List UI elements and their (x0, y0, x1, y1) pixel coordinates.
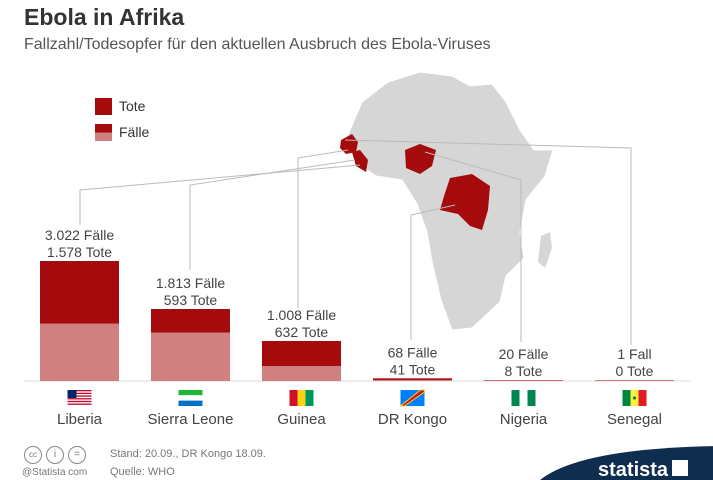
connector-senegal (344, 139, 632, 345)
flag-stripe (519, 390, 528, 406)
statista-logo-band: statista (540, 446, 713, 480)
data-label-cases: 20 Fälle (499, 346, 549, 362)
connector-nigeria (424, 151, 522, 342)
legend-label-cases: Fälle (119, 124, 150, 140)
flag-stripe (622, 390, 631, 406)
bar-cases-0 (40, 323, 119, 381)
bar-deaths-2 (262, 340, 341, 367)
category-label: Nigeria (500, 411, 548, 428)
flag-stripe (67, 400, 92, 403)
africa-map (340, 71, 554, 331)
category-label: Senegal (607, 411, 662, 428)
data-label-deaths: 632 Tote (275, 324, 329, 340)
data-label-cases: 1 Fall (617, 346, 651, 362)
data-label-cases: 3.022 Fälle (45, 227, 114, 243)
category-label: DR Kongo (378, 411, 447, 428)
bar-deaths-1 (151, 309, 230, 333)
cc-icon: cc (24, 446, 42, 464)
flag-star (632, 396, 637, 400)
connector-dr-kongo (410, 204, 456, 340)
flag-stripe (178, 390, 203, 396)
statista-logo-mark (672, 460, 688, 476)
flag-stripe (178, 400, 203, 406)
data-label-cases: 68 Fälle (388, 344, 438, 360)
connector-guinea (297, 149, 349, 308)
flag-diagonal (399, 389, 425, 407)
no-derivatives-icon: = (68, 446, 86, 464)
connector-liberia (79, 164, 361, 225)
bar-cases-5 (595, 380, 674, 381)
map-senegal-guinea (340, 134, 358, 154)
flag-stripe (527, 390, 536, 406)
flag-stripe (67, 398, 92, 400)
legend-swatch-cases (95, 124, 112, 141)
flag-stripe (67, 395, 92, 397)
page-title: Ebola in Afrika (24, 4, 185, 30)
stand-note: Stand: 20.09., DR Kongo 18.09. (110, 448, 266, 460)
data-label-deaths: 0 Tote (616, 363, 654, 379)
flag-canton (67, 390, 77, 398)
data-label-deaths: 593 Tote (164, 292, 218, 308)
flag-stripe (511, 390, 520, 406)
flag-stripe (638, 390, 647, 406)
bar-cases-2 (262, 366, 341, 381)
bar-deaths-0 (40, 261, 119, 324)
data-label-deaths: 1.578 Tote (47, 244, 112, 260)
statista-credit: @Statista com (22, 467, 88, 478)
flag-stripe (67, 392, 92, 395)
legend-label-deaths: Tote (119, 98, 146, 114)
data-label-deaths: 8 Tote (505, 363, 543, 379)
madagascar (538, 232, 552, 268)
logo-swoosh (540, 446, 713, 480)
bar-cases-4 (484, 380, 563, 381)
connector-lines (79, 139, 632, 345)
flag-stripe (305, 390, 314, 406)
statista-logo: statista (598, 459, 669, 480)
map-sierra-leone-liberia (352, 150, 368, 172)
category-label: Liberia (57, 411, 103, 428)
data-label-cases: 1.813 Fälle (156, 275, 225, 291)
cc-license-icons: cc i = (24, 446, 86, 464)
flag-stripe (178, 395, 203, 401)
flag-stripe (67, 403, 92, 405)
connector-sierra-leone (189, 159, 356, 270)
category-label: Sierra Leone (148, 411, 234, 428)
data-label-deaths: 41 Tote (390, 361, 436, 377)
category-label: Guinea (277, 411, 326, 428)
map-dr-kongo (440, 174, 490, 230)
bar-cases-3 (373, 379, 452, 381)
source-note: Quelle: WHO (110, 466, 175, 478)
flag-stripe (289, 390, 298, 406)
flag-stripe (297, 390, 306, 406)
attribution-icon: i (46, 446, 64, 464)
page-subtitle: Fallzahl/Todesopfer für den aktuellen Au… (24, 36, 491, 53)
map-nigeria (405, 144, 436, 174)
data-label-cases: 1.008 Fälle (267, 307, 336, 323)
bar-deaths-3 (373, 378, 452, 380)
flag-stripe (67, 390, 92, 392)
legend-swatch-deaths (95, 98, 112, 115)
bar-cases-1 (151, 332, 230, 381)
